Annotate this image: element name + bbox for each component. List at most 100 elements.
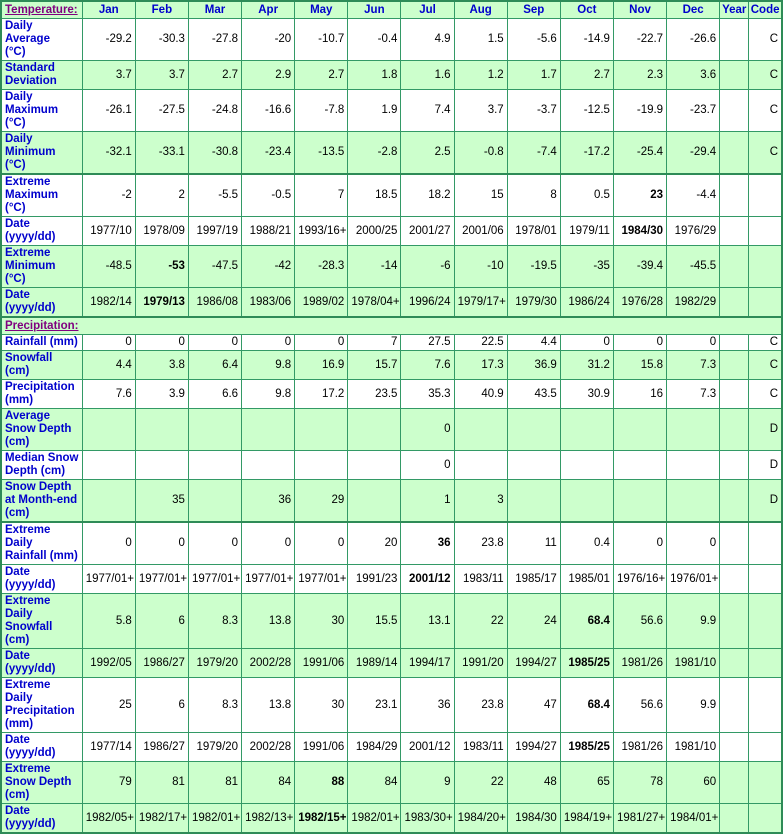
value-cell: 7.6 <box>400 350 455 380</box>
value-cell: 68.4 <box>559 677 614 733</box>
row-label: Extreme Snow Depth (cm) <box>0 761 83 804</box>
precipitation-section-link[interactable]: Precipitation: <box>5 320 79 332</box>
value-cell: 16 <box>612 379 668 409</box>
value-cell: 0 <box>400 408 455 451</box>
value-cell <box>559 450 614 480</box>
value-cell: 2.9 <box>241 60 296 90</box>
row-label: Average Snow Depth (cm) <box>0 408 83 451</box>
value-cell: -53 <box>134 245 189 288</box>
value-cell: -5.5 <box>187 173 243 217</box>
value-cell <box>666 408 721 451</box>
year-cell <box>719 60 750 90</box>
value-cell: 8.3 <box>187 593 243 649</box>
column-header-jan: Jan <box>81 0 136 19</box>
code-cell <box>748 173 783 217</box>
value-cell: 15.5 <box>347 593 402 649</box>
value-cell <box>187 408 243 451</box>
row-label: Snow Depth at Month-end (cm) <box>0 479 83 523</box>
column-header-may: May <box>294 0 349 19</box>
value-cell <box>347 450 402 480</box>
value-cell: 3.8 <box>134 350 189 380</box>
value-cell: -2.8 <box>347 131 402 175</box>
code-cell <box>748 245 783 288</box>
code-cell <box>748 216 783 246</box>
value-cell: 27.5 <box>400 334 455 351</box>
year-cell <box>719 408 750 451</box>
value-cell: -0.8 <box>453 131 508 175</box>
year-cell <box>719 334 750 351</box>
value-cell <box>453 408 508 451</box>
year-cell <box>719 89 750 132</box>
value-cell: 40.9 <box>453 379 508 409</box>
value-cell: 1982/05+ <box>81 803 136 834</box>
value-cell: -32.1 <box>81 131 136 175</box>
value-cell: 1977/01+ <box>294 564 349 594</box>
column-header-dec: Dec <box>666 0 721 19</box>
temperature-section-cell: Temperature: <box>0 0 83 19</box>
value-cell: -20 <box>241 18 296 61</box>
value-cell: 23 <box>612 173 668 217</box>
value-cell <box>81 450 136 480</box>
year-cell <box>719 245 750 288</box>
year-cell <box>719 131 750 175</box>
year-cell <box>719 18 750 61</box>
value-cell: 84 <box>347 761 402 804</box>
value-cell: 36 <box>400 677 455 733</box>
temperature-section-link[interactable]: Temperature: <box>5 4 78 16</box>
year-cell <box>719 287 750 318</box>
value-cell: 23.8 <box>453 521 508 565</box>
value-cell <box>559 408 614 451</box>
value-cell: 79 <box>81 761 136 804</box>
year-cell <box>719 677 750 733</box>
value-cell: 0 <box>559 334 614 351</box>
table-row: Extreme Minimum (°C) -48.5 -53 -47.5 -42 -28.… <box>0 245 783 288</box>
value-cell: 1985/01 <box>559 564 614 594</box>
value-cell: -42 <box>241 245 296 288</box>
value-cell: 1977/10 <box>81 216 136 246</box>
value-cell: 56.6 <box>612 677 668 733</box>
value-cell <box>612 479 668 523</box>
value-cell: 1981/10 <box>666 732 721 762</box>
value-cell: -16.6 <box>241 89 296 132</box>
table-row: Extreme Maximum (°C) -2 2 -5.5 -0.5 7 18.5 18.2… <box>0 173 783 217</box>
table-row: Extreme Daily Snowfall (cm) 5.8 6 8.3 13.8 30… <box>0 593 783 649</box>
value-cell: -17.2 <box>559 131 614 175</box>
value-cell: 1983/06 <box>241 287 296 318</box>
value-cell: 1983/11 <box>453 564 508 594</box>
value-cell: -26.6 <box>666 18 721 61</box>
value-cell: 1.2 <box>453 60 508 90</box>
value-cell: 9.8 <box>241 350 296 380</box>
value-cell: 0 <box>81 521 136 565</box>
value-cell: 1997/19 <box>187 216 243 246</box>
value-cell: -27.8 <box>187 18 243 61</box>
value-cell: 23.5 <box>347 379 402 409</box>
column-header-mar: Mar <box>187 0 243 19</box>
value-cell: 0 <box>612 334 668 351</box>
value-cell: 1984/29 <box>347 732 402 762</box>
column-header-jul: Jul <box>400 0 455 19</box>
value-cell <box>666 479 721 523</box>
value-cell: 1.7 <box>506 60 561 90</box>
column-header-apr: Apr <box>241 0 296 19</box>
value-cell: 1994/27 <box>506 648 561 678</box>
row-label: Median Snow Depth (cm) <box>0 450 83 480</box>
value-cell: 20 <box>347 521 402 565</box>
value-cell: -47.5 <box>187 245 243 288</box>
code-cell: D <box>748 479 783 523</box>
value-cell: 36 <box>241 479 296 523</box>
value-cell: 1984/20+ <box>453 803 508 834</box>
value-cell: 22 <box>453 761 508 804</box>
column-header-oct: Oct <box>559 0 614 19</box>
value-cell: 1979/20 <box>187 648 243 678</box>
value-cell: -0.4 <box>347 18 402 61</box>
value-cell: 0.4 <box>559 521 614 565</box>
value-cell: 0 <box>81 334 136 351</box>
value-cell: -5.6 <box>506 18 561 61</box>
value-cell: 2001/12 <box>400 564 455 594</box>
value-cell: 13.8 <box>241 677 296 733</box>
value-cell: 15.7 <box>347 350 402 380</box>
value-cell: 1.8 <box>347 60 402 90</box>
table-row: Extreme Snow Depth (cm) 79 81 81 84 88 84 9 22 48… <box>0 761 783 804</box>
